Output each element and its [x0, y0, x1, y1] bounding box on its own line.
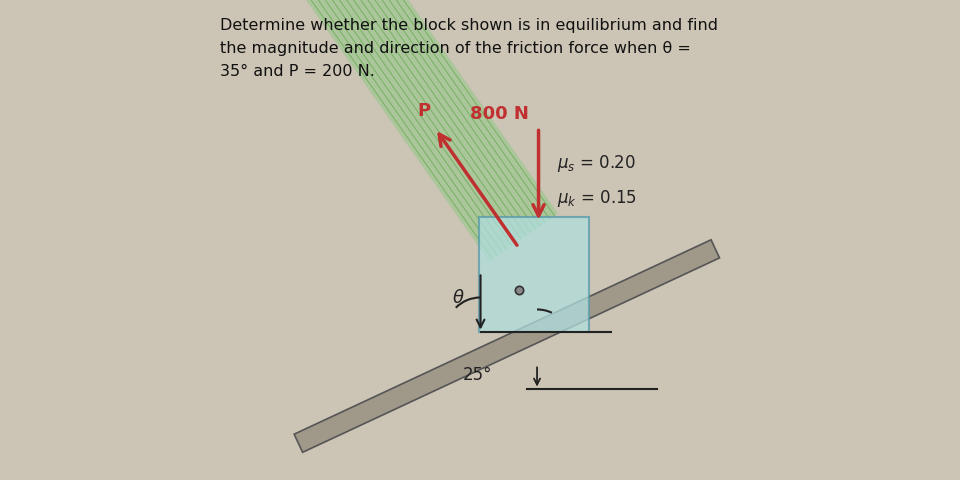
Text: $\mu_k$ = 0.15: $\mu_k$ = 0.15	[557, 188, 636, 209]
Polygon shape	[478, 218, 588, 333]
Text: 800 N: 800 N	[469, 105, 529, 123]
Text: P: P	[418, 101, 430, 120]
Text: Determine whether the block shown is in equilibrium and find
the magnitude and d: Determine whether the block shown is in …	[220, 18, 718, 78]
Polygon shape	[305, 0, 558, 262]
Text: 25°: 25°	[463, 366, 492, 384]
Text: $\theta$: $\theta$	[452, 289, 465, 307]
Polygon shape	[294, 240, 719, 452]
Text: $\mu_s$ = 0.20: $\mu_s$ = 0.20	[557, 153, 636, 174]
